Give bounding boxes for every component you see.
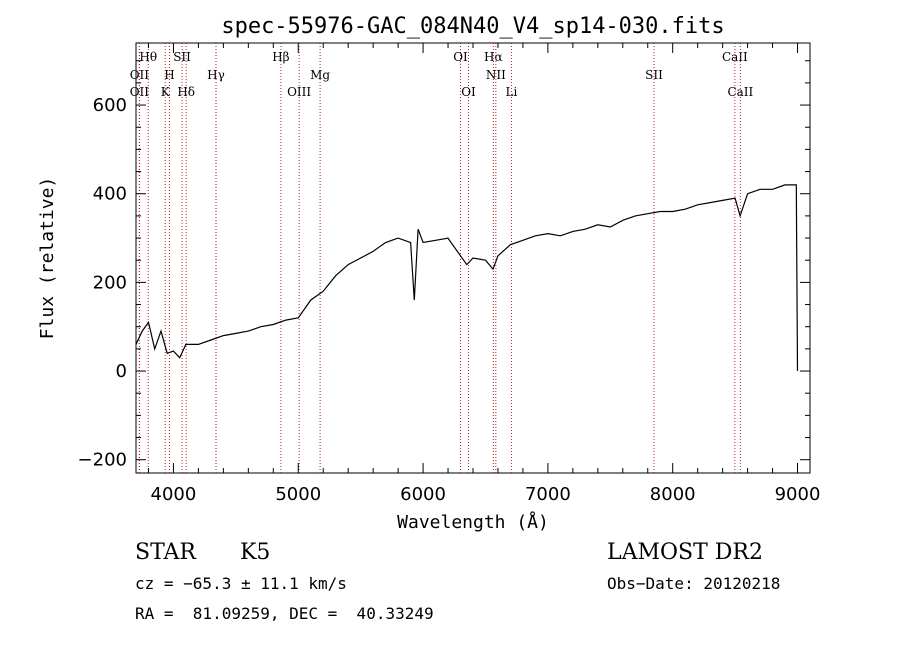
x-tick-label: 4000 <box>151 484 197 505</box>
redshift-velocity: cz = −65.3 ± 11.1 km/s <box>135 574 347 593</box>
x-tick-label: 5000 <box>275 484 321 505</box>
spectral-line-label: OII <box>130 85 150 99</box>
x-tick-label: 6000 <box>400 484 446 505</box>
spectral-line-label: Li <box>506 85 518 99</box>
spectral-line-label: Hγ <box>207 68 225 82</box>
spectral-line-label: Hδ <box>177 85 195 99</box>
spectral-line-label: SII <box>173 50 191 64</box>
y-axis-label: Flux (relative) <box>37 177 58 340</box>
spectral-line-label: OI <box>453 50 468 64</box>
coordinates: RA = 81.09259, DEC = 40.33249 <box>135 604 434 623</box>
y-tick-label: 0 <box>116 361 127 382</box>
spectral-line-label: Hα <box>484 50 503 64</box>
y-tick-label: 600 <box>93 95 127 116</box>
series-group <box>135 184 799 372</box>
x-axis-label: Wavelength (Å) <box>397 511 549 533</box>
x-tick-label: 7000 <box>525 484 571 505</box>
axis-ticks: 4000 5000 6000 7000 8000 9000 −200 0 200 400 600 <box>78 43 821 505</box>
survey-name: LAMOST DR2 <box>607 540 763 565</box>
object-class: STAR <box>135 540 196 565</box>
spectral-line-label: K <box>161 85 171 99</box>
spectral-line-label: Hθ <box>139 50 157 64</box>
spectral-line-label: OIII <box>287 85 311 99</box>
spectral-line-label: Mg <box>310 68 330 82</box>
spectral-line-label: SII <box>645 68 663 82</box>
spectrum-line <box>135 184 799 372</box>
spectral-subclass: K5 <box>240 540 271 565</box>
x-tick-label: 9000 <box>775 484 821 505</box>
chart-title: spec-55976-GAC_084N40_V4_sp14-030.fits <box>221 14 724 39</box>
y-tick-label: 400 <box>93 184 127 205</box>
spectral-line-label: H <box>164 68 174 82</box>
spectral-line-label: CaII <box>722 50 748 64</box>
spectral-line-label: CaII <box>727 85 753 99</box>
spectral-line-label: NII <box>486 68 506 82</box>
y-tick-label: 200 <box>93 272 127 293</box>
y-tick-label: −200 <box>78 450 127 471</box>
spectral-line-label: OI <box>461 85 476 99</box>
spectral-line-label: Hβ <box>272 50 289 64</box>
observation-date: Obs−Date: 20120218 <box>607 574 781 593</box>
spectral-line-label: OII <box>130 68 150 82</box>
x-tick-label: 8000 <box>650 484 696 505</box>
